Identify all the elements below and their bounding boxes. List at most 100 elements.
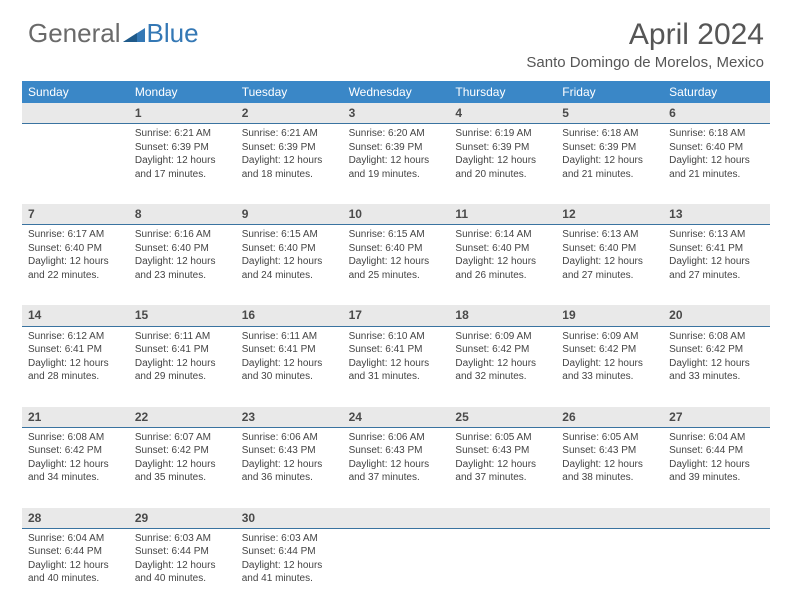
day-detail-line: Sunset: 6:44 PM xyxy=(669,444,764,458)
day-cell: Sunrise: 6:04 AMSunset: 6:44 PMDaylight:… xyxy=(22,529,129,609)
day-detail-line: Sunset: 6:44 PM xyxy=(28,545,123,559)
day-detail-line: Sunrise: 6:05 AM xyxy=(562,431,657,445)
day-cell: Sunrise: 6:21 AMSunset: 6:39 PMDaylight:… xyxy=(129,124,236,204)
day-detail-line: Daylight: 12 hours xyxy=(242,458,337,472)
day-detail-line: Daylight: 12 hours xyxy=(455,458,550,472)
day-detail-line: Daylight: 12 hours xyxy=(28,357,123,371)
day-detail-line: Daylight: 12 hours xyxy=(349,255,444,269)
day-detail-line: Sunset: 6:41 PM xyxy=(135,343,230,357)
day-cell: Sunrise: 6:19 AMSunset: 6:39 PMDaylight:… xyxy=(449,124,556,204)
day-number: 17 xyxy=(343,305,450,325)
week-daynum-row: 123456 xyxy=(22,103,770,124)
brand-part2: Blue xyxy=(147,18,199,49)
day-detail-line: and 27 minutes. xyxy=(669,269,764,283)
week-body-row: Sunrise: 6:21 AMSunset: 6:39 PMDaylight:… xyxy=(22,124,770,204)
day-detail-line: Sunset: 6:42 PM xyxy=(455,343,550,357)
day-detail-line: and 34 minutes. xyxy=(28,471,123,485)
day-detail-line: Sunrise: 6:20 AM xyxy=(349,127,444,141)
month-title: April 2024 xyxy=(526,18,764,52)
day-cell: Sunrise: 6:05 AMSunset: 6:43 PMDaylight:… xyxy=(449,428,556,508)
day-cell: Sunrise: 6:03 AMSunset: 6:44 PMDaylight:… xyxy=(236,529,343,609)
day-detail-line: Sunset: 6:40 PM xyxy=(135,242,230,256)
day-detail-line: and 33 minutes. xyxy=(669,370,764,384)
day-detail-line: and 29 minutes. xyxy=(135,370,230,384)
day-detail-line: Daylight: 12 hours xyxy=(455,357,550,371)
day-detail-line: Daylight: 12 hours xyxy=(242,154,337,168)
day-detail-line: Sunrise: 6:18 AM xyxy=(669,127,764,141)
day-detail-line: Daylight: 12 hours xyxy=(135,458,230,472)
day-detail-line: Daylight: 12 hours xyxy=(242,559,337,573)
day-number: 28 xyxy=(22,508,129,528)
day-detail-line: Sunset: 6:43 PM xyxy=(562,444,657,458)
title-block: April 2024 Santo Domingo de Morelos, Mex… xyxy=(526,18,764,71)
dow-tuesday: Tuesday xyxy=(236,81,343,103)
day-cell: Sunrise: 6:09 AMSunset: 6:42 PMDaylight:… xyxy=(556,327,663,407)
dow-friday: Friday xyxy=(556,81,663,103)
day-detail-line: Sunset: 6:39 PM xyxy=(349,141,444,155)
day-detail-line: and 30 minutes. xyxy=(242,370,337,384)
day-number: 9 xyxy=(236,204,343,224)
day-detail-line: Sunset: 6:39 PM xyxy=(455,141,550,155)
day-detail-line: and 31 minutes. xyxy=(349,370,444,384)
day-detail-line: Sunrise: 6:13 AM xyxy=(562,228,657,242)
day-detail-line: Sunset: 6:40 PM xyxy=(28,242,123,256)
day-detail-line: and 23 minutes. xyxy=(135,269,230,283)
day-detail-line: Daylight: 12 hours xyxy=(349,154,444,168)
day-cell: Sunrise: 6:18 AMSunset: 6:40 PMDaylight:… xyxy=(663,124,770,204)
day-detail-line: Daylight: 12 hours xyxy=(242,357,337,371)
day-detail-line: Daylight: 12 hours xyxy=(669,357,764,371)
day-detail-line: and 33 minutes. xyxy=(562,370,657,384)
day-detail-line: and 26 minutes. xyxy=(455,269,550,283)
day-number: 11 xyxy=(449,204,556,224)
brand-logo: GeneralBlue xyxy=(28,18,199,49)
day-detail-line: Sunset: 6:42 PM xyxy=(135,444,230,458)
week-daynum-row: 21222324252627 xyxy=(22,407,770,428)
day-number: 6 xyxy=(663,103,770,123)
day-number: 3 xyxy=(343,103,450,123)
day-detail-line: Sunset: 6:41 PM xyxy=(28,343,123,357)
day-detail-line: Sunrise: 6:19 AM xyxy=(455,127,550,141)
day-detail-line: and 39 minutes. xyxy=(669,471,764,485)
day-cell: Sunrise: 6:15 AMSunset: 6:40 PMDaylight:… xyxy=(236,225,343,305)
day-number: 22 xyxy=(129,407,236,427)
day-number xyxy=(343,508,450,528)
day-detail-line: and 18 minutes. xyxy=(242,168,337,182)
day-detail-line: and 20 minutes. xyxy=(455,168,550,182)
day-number xyxy=(556,508,663,528)
dow-wednesday: Wednesday xyxy=(343,81,450,103)
day-detail-line: Daylight: 12 hours xyxy=(562,357,657,371)
day-number: 19 xyxy=(556,305,663,325)
logo-triangle-icon xyxy=(123,18,145,49)
day-cell: Sunrise: 6:07 AMSunset: 6:42 PMDaylight:… xyxy=(129,428,236,508)
day-detail-line: Sunrise: 6:09 AM xyxy=(562,330,657,344)
day-number xyxy=(449,508,556,528)
day-cell xyxy=(663,529,770,609)
day-cell: Sunrise: 6:04 AMSunset: 6:44 PMDaylight:… xyxy=(663,428,770,508)
day-detail-line: Sunset: 6:40 PM xyxy=(349,242,444,256)
day-detail-line: Sunset: 6:43 PM xyxy=(242,444,337,458)
week-daynum-row: 14151617181920 xyxy=(22,305,770,326)
day-detail-line: Sunrise: 6:21 AM xyxy=(135,127,230,141)
day-detail-line: and 41 minutes. xyxy=(242,572,337,586)
day-number: 23 xyxy=(236,407,343,427)
day-detail-line: and 40 minutes. xyxy=(135,572,230,586)
day-number: 26 xyxy=(556,407,663,427)
day-number: 29 xyxy=(129,508,236,528)
day-number: 21 xyxy=(22,407,129,427)
day-number: 24 xyxy=(343,407,450,427)
day-detail-line: Daylight: 12 hours xyxy=(349,357,444,371)
week-body-row: Sunrise: 6:17 AMSunset: 6:40 PMDaylight:… xyxy=(22,225,770,305)
day-detail-line: Sunset: 6:42 PM xyxy=(28,444,123,458)
day-detail-line: Daylight: 12 hours xyxy=(349,458,444,472)
day-number: 30 xyxy=(236,508,343,528)
day-number: 25 xyxy=(449,407,556,427)
day-number: 27 xyxy=(663,407,770,427)
day-detail-line: Sunrise: 6:11 AM xyxy=(135,330,230,344)
day-detail-line: and 37 minutes. xyxy=(455,471,550,485)
day-detail-line: Daylight: 12 hours xyxy=(28,458,123,472)
day-number xyxy=(22,103,129,123)
day-detail-line: Daylight: 12 hours xyxy=(455,154,550,168)
day-number: 13 xyxy=(663,204,770,224)
day-number: 4 xyxy=(449,103,556,123)
day-detail-line: and 24 minutes. xyxy=(242,269,337,283)
